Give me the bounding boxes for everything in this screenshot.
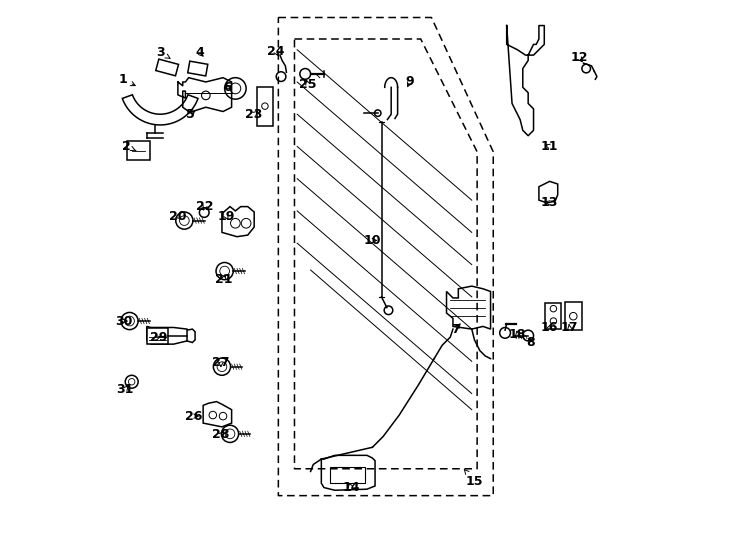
Text: 7: 7: [451, 322, 460, 335]
Text: 28: 28: [212, 428, 230, 441]
Circle shape: [241, 218, 251, 228]
FancyBboxPatch shape: [564, 302, 582, 330]
Circle shape: [180, 216, 189, 225]
Circle shape: [225, 78, 246, 99]
FancyBboxPatch shape: [147, 328, 168, 344]
Circle shape: [230, 218, 240, 228]
Circle shape: [222, 426, 239, 442]
Text: 21: 21: [215, 273, 233, 286]
Text: 14: 14: [342, 481, 360, 494]
Polygon shape: [539, 181, 558, 203]
Text: 23: 23: [245, 107, 263, 121]
Circle shape: [128, 379, 135, 385]
Circle shape: [219, 266, 230, 276]
Circle shape: [384, 306, 393, 315]
Polygon shape: [506, 25, 545, 136]
Text: 18: 18: [509, 328, 526, 341]
Text: 10: 10: [363, 234, 381, 247]
Circle shape: [214, 358, 230, 375]
Circle shape: [209, 411, 217, 419]
Text: 6: 6: [223, 81, 232, 94]
FancyBboxPatch shape: [257, 87, 273, 126]
Text: 3: 3: [156, 46, 170, 59]
Text: 31: 31: [117, 383, 134, 396]
Polygon shape: [123, 94, 198, 125]
Text: 30: 30: [115, 314, 132, 328]
Circle shape: [550, 306, 556, 312]
Text: 1: 1: [118, 73, 135, 86]
Text: 19: 19: [217, 210, 235, 223]
FancyBboxPatch shape: [545, 303, 562, 329]
FancyBboxPatch shape: [188, 61, 208, 76]
FancyBboxPatch shape: [127, 141, 150, 160]
Circle shape: [216, 262, 233, 280]
Text: 20: 20: [169, 210, 186, 223]
Circle shape: [374, 110, 381, 116]
Text: 27: 27: [212, 356, 230, 369]
FancyBboxPatch shape: [330, 467, 366, 483]
Text: 11: 11: [541, 140, 559, 153]
Circle shape: [225, 429, 235, 438]
Text: 2: 2: [122, 140, 136, 153]
Circle shape: [500, 327, 510, 338]
Text: 15: 15: [465, 469, 483, 488]
Polygon shape: [203, 402, 232, 427]
Circle shape: [276, 72, 286, 82]
Text: 13: 13: [541, 197, 559, 210]
Text: 9: 9: [406, 76, 414, 89]
Text: 4: 4: [195, 46, 204, 59]
Text: 5: 5: [186, 107, 195, 121]
Text: 8: 8: [526, 336, 535, 349]
Circle shape: [523, 330, 534, 341]
Circle shape: [550, 318, 556, 324]
Text: 26: 26: [185, 410, 203, 423]
Circle shape: [126, 375, 138, 388]
Polygon shape: [321, 455, 375, 490]
Text: 17: 17: [561, 321, 578, 334]
Circle shape: [217, 362, 227, 372]
Polygon shape: [187, 329, 195, 342]
Polygon shape: [446, 286, 490, 329]
Circle shape: [262, 103, 268, 110]
Circle shape: [175, 212, 193, 229]
Text: 16: 16: [541, 321, 559, 334]
Polygon shape: [222, 207, 254, 237]
Polygon shape: [147, 326, 192, 344]
Circle shape: [219, 413, 227, 420]
Circle shape: [125, 316, 134, 326]
Text: 25: 25: [299, 78, 316, 91]
Circle shape: [121, 313, 138, 329]
Circle shape: [230, 83, 241, 94]
Text: 22: 22: [196, 200, 214, 213]
Circle shape: [582, 64, 590, 73]
Text: 29: 29: [150, 330, 167, 343]
Text: 24: 24: [267, 45, 284, 58]
Circle shape: [300, 69, 310, 79]
Circle shape: [570, 313, 577, 320]
Circle shape: [200, 208, 209, 218]
Text: 12: 12: [570, 51, 588, 64]
Circle shape: [202, 91, 210, 100]
FancyBboxPatch shape: [156, 59, 178, 76]
